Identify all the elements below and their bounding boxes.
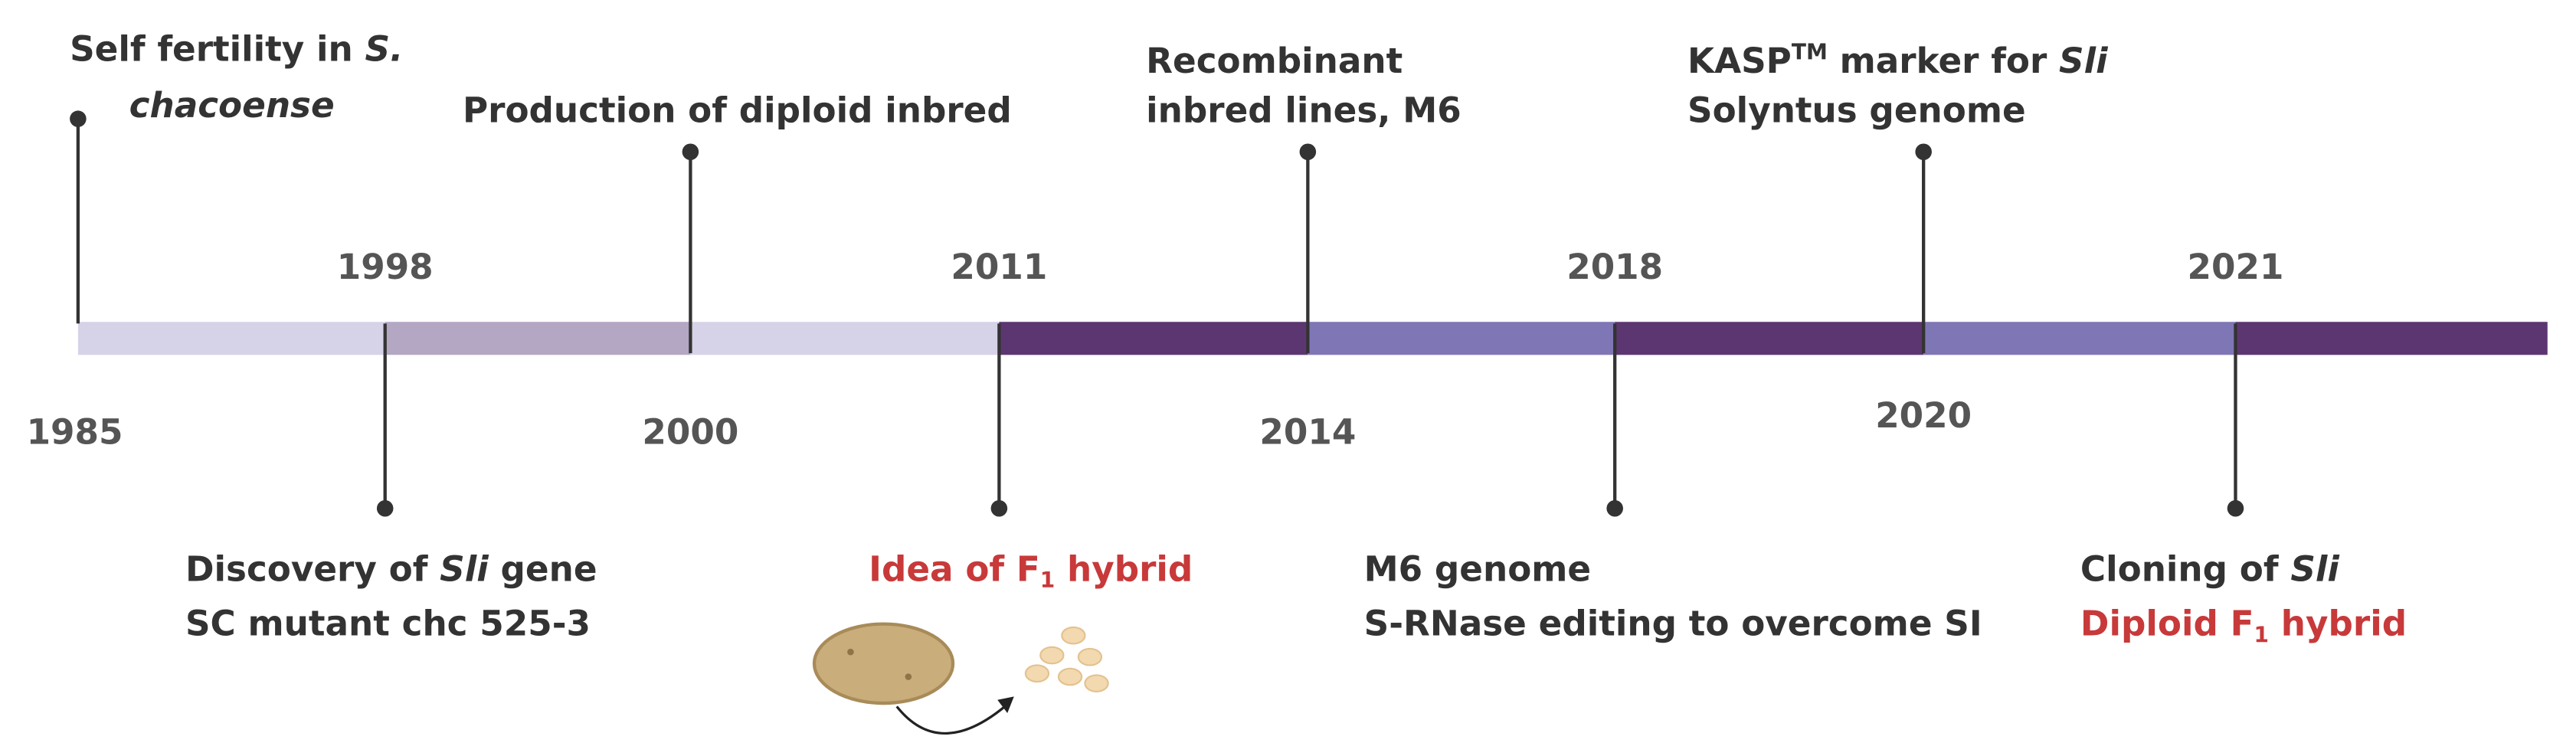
year-label: 2018 — [1566, 247, 1663, 287]
year-label: 2021 — [2188, 247, 2284, 287]
seed — [1039, 646, 1065, 665]
text-span: gene — [489, 549, 597, 590]
arrow-head — [997, 696, 1014, 713]
stem-dot — [682, 143, 699, 161]
text-span: Sli — [2059, 41, 2109, 81]
stems — [70, 110, 2244, 517]
bar-segment — [385, 322, 691, 355]
text-span: Diploid F — [2080, 604, 2254, 644]
event-text: Recombinant — [1146, 41, 1403, 81]
text-span: 1 — [1040, 568, 1055, 593]
year-label: 2011 — [951, 247, 1047, 287]
text-span: TM — [1792, 40, 1828, 65]
text-span: marker for — [1828, 41, 2059, 81]
event-text: Self fertility in S. — [70, 29, 403, 70]
bar-segment — [1308, 322, 1615, 355]
event-text: M6 genome — [1364, 549, 1592, 590]
stem-dot — [1606, 499, 1623, 517]
seed — [1084, 674, 1109, 693]
text-span: S. — [365, 29, 404, 70]
potato-icon — [812, 622, 1109, 735]
potato — [812, 622, 955, 705]
event-text: Diploid F1 hybrid — [2080, 604, 2407, 648]
seeds — [1024, 626, 1109, 693]
bar-segment — [2235, 322, 2548, 355]
text-span: Sli — [2290, 549, 2340, 590]
text-span: Cloning of — [2080, 549, 2290, 590]
text-span: hybrid — [2269, 604, 2407, 644]
event-text: Solyntus genome — [1687, 90, 2026, 130]
text-span: Sli — [440, 549, 489, 590]
stem-dot — [1915, 143, 1932, 161]
bar-segment — [690, 322, 1000, 355]
seed — [1024, 664, 1050, 683]
potato-eye — [905, 673, 912, 680]
event-text: SC mutant chc 525-3 — [185, 604, 591, 644]
text-span: hybrid — [1055, 549, 1193, 590]
stem-dot — [70, 110, 87, 127]
text-span: 1 — [2254, 622, 2269, 647]
year-label: 2000 — [642, 412, 738, 453]
text-span: Discovery of — [185, 549, 440, 590]
timeline-bar — [77, 322, 2548, 355]
event-text: S-RNase editing to overcome SI — [1364, 604, 1982, 644]
text-span: Self fertility in — [70, 29, 365, 70]
event-text: Discovery of Sli gene — [185, 549, 597, 590]
year-label: 1985 — [27, 412, 123, 453]
bar-segment — [1615, 322, 1924, 355]
text-span: KASP — [1687, 41, 1792, 81]
year-label: 1998 — [337, 247, 434, 287]
stem-dot — [1299, 143, 1317, 161]
year-label: 2020 — [1875, 395, 1972, 436]
event-text: Cloning of Sli — [2080, 549, 2341, 590]
text-span: Idea of F — [869, 549, 1040, 590]
bar-segment — [999, 322, 1308, 355]
year-label: 2014 — [1259, 412, 1356, 453]
seed — [1077, 647, 1103, 666]
stem-dot — [376, 499, 394, 517]
bar-segment — [1923, 322, 2236, 355]
seed — [1061, 626, 1086, 645]
stem-dot — [990, 499, 1008, 517]
event-text: KASPTM marker for Sli — [1687, 40, 2109, 81]
potato-eye — [847, 648, 854, 656]
event-text: Production of diploid inbred — [463, 90, 1012, 130]
arrow — [895, 700, 1012, 735]
bar-segment — [77, 322, 385, 355]
stem-dot — [2227, 499, 2244, 517]
event-text: chacoense — [129, 85, 335, 126]
event-text: inbred lines, M6 — [1146, 90, 1461, 130]
seed — [1057, 667, 1083, 686]
event-text: Idea of F1 hybrid — [869, 549, 1193, 594]
